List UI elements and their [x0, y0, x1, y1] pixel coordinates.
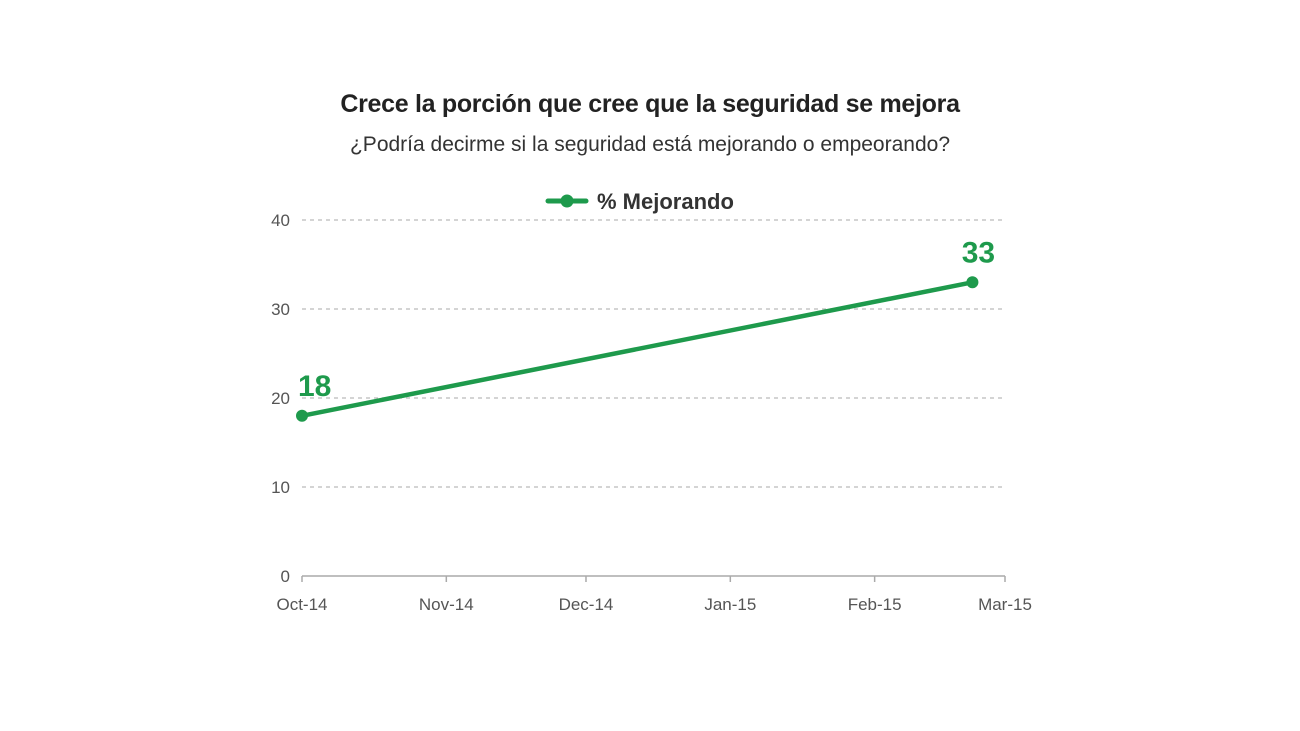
x-tick-label: Feb-15 [848, 595, 902, 614]
data-label: 18 [298, 370, 331, 403]
y-tick-label: 20 [271, 389, 290, 408]
data-point [966, 276, 979, 289]
x-tick-label: Jan-15 [704, 595, 756, 614]
y-tick-label: 40 [271, 211, 290, 230]
legend-dot-marker [560, 194, 574, 208]
x-tick-label: Nov-14 [419, 595, 474, 614]
x-tick-label: Oct-14 [276, 595, 327, 614]
series-line [299, 280, 975, 419]
chart-title: Crece la porción que cree que la segurid… [340, 90, 960, 118]
data-point [296, 409, 308, 422]
y-tick-label: 10 [271, 478, 290, 497]
legend-label: % Mejorando [597, 189, 734, 214]
data-label: 33 [962, 236, 995, 269]
x-tick-label: Dec-14 [559, 595, 614, 614]
x-tick-label: Mar-15 [978, 595, 1032, 614]
y-tick-label: 0 [281, 567, 290, 586]
y-tick-label: 30 [271, 300, 290, 319]
chart-subtitle: ¿Podría decirme si la seguridad está mej… [349, 133, 950, 156]
